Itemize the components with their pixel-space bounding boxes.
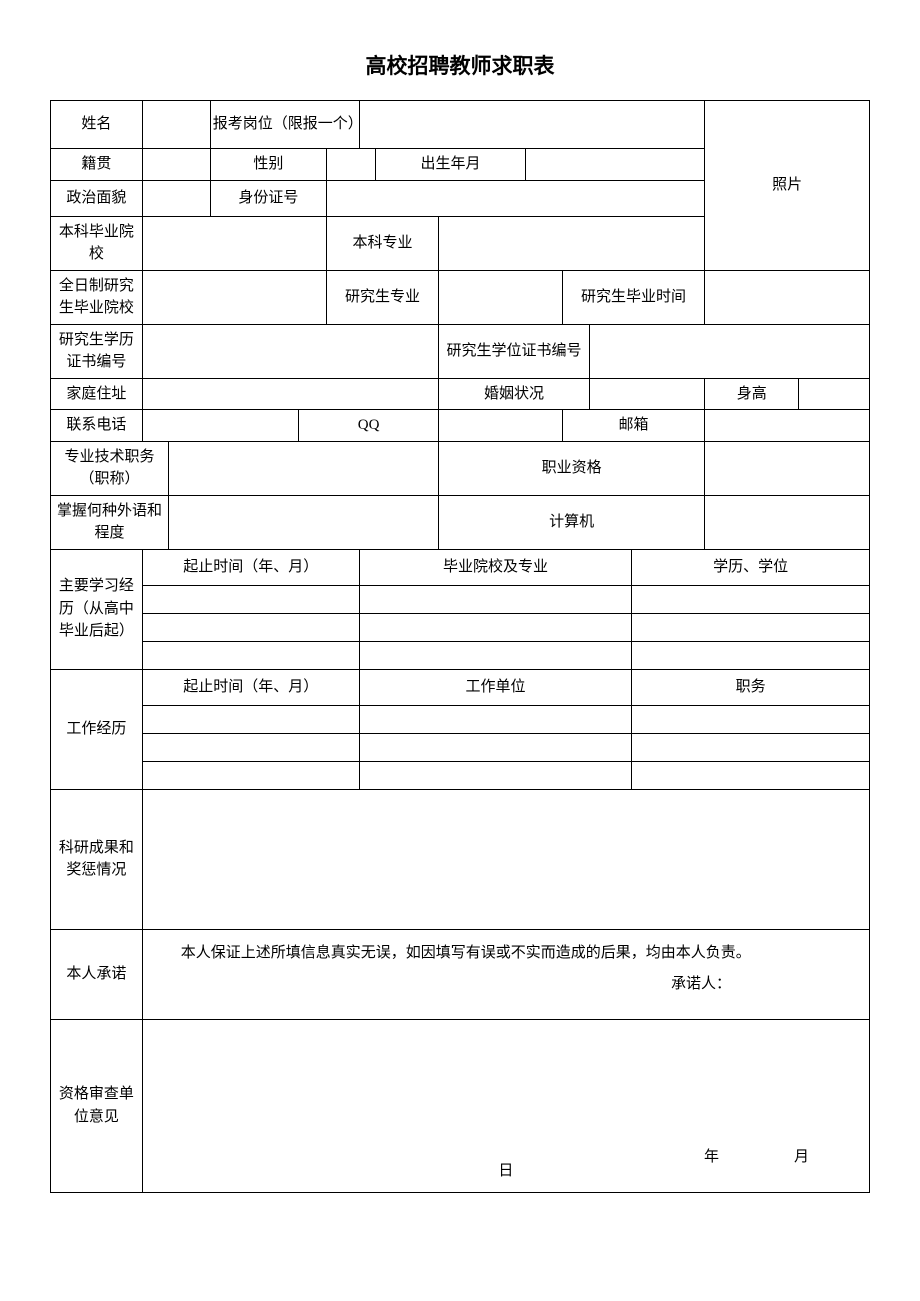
edu-row-2-school[interactable] [359,641,632,669]
work-row-2-period[interactable] [142,761,359,789]
label-work-position: 职务 [632,669,870,705]
value-foreign-lang[interactable] [168,495,438,549]
label-qq: QQ [299,410,439,442]
label-grad-major: 研究生专业 [326,270,438,324]
label-gender: 性别 [210,149,326,181]
label-prof-title: 专业技术职务（职称） [51,441,169,495]
label-review-opinion: 资格审查单位意见 [51,1019,143,1193]
work-row-0-period[interactable] [142,705,359,733]
label-vocational-qual: 职业资格 [439,441,705,495]
label-home-address: 家庭住址 [51,378,143,410]
review-content[interactable]: 年 月 日 [142,1019,869,1193]
date-month-label: 月 [794,1146,809,1169]
value-grad-time[interactable] [705,270,870,324]
label-edu-history: 主要学习经历（从高中毕业后起） [51,549,143,669]
value-computer[interactable] [705,495,870,549]
label-height: 身高 [705,378,799,410]
value-bachelor-major[interactable] [439,216,705,270]
label-position: 报考岗位（限报一个） [210,101,359,149]
edu-row-0-school[interactable] [359,585,632,613]
date-day-label: 日 [498,1163,513,1179]
value-bachelor-school[interactable] [142,216,326,270]
value-email[interactable] [705,410,870,442]
label-phone: 联系电话 [51,410,143,442]
work-row-0-unit[interactable] [359,705,632,733]
label-work-history: 工作经历 [51,669,143,789]
value-grad-school[interactable] [142,270,326,324]
edu-row-2-degree[interactable] [632,641,870,669]
work-row-2-position[interactable] [632,761,870,789]
edu-row-0-period[interactable] [142,585,359,613]
commitment-sign-label: 承诺人： [151,973,861,996]
work-row-1-period[interactable] [142,733,359,761]
label-id-number: 身份证号 [210,180,326,216]
label-computer: 计算机 [439,495,705,549]
label-marital-status: 婚姻状况 [439,378,590,410]
value-height[interactable] [799,378,870,410]
value-grad-major[interactable] [439,270,563,324]
value-position[interactable] [359,101,705,149]
value-phone[interactable] [142,410,298,442]
label-research-awards: 科研成果和奖惩情况 [51,789,143,929]
commitment-text: 本人保证上述所填信息真实无误，如因填写有误或不实而造成的后果，均由本人负责。 [151,940,861,967]
value-gender[interactable] [326,149,375,181]
value-research-awards[interactable] [142,789,869,929]
edu-row-2-period[interactable] [142,641,359,669]
commitment-content: 本人保证上述所填信息真实无误，如因填写有误或不实而造成的后果，均由本人负责。 承… [142,929,869,1019]
value-vocational-qual[interactable] [705,441,870,495]
label-edu-school-major: 毕业院校及专业 [359,549,632,585]
label-bachelor-school: 本科毕业院校 [51,216,143,270]
label-edu-period: 起止时间（年、月） [142,549,359,585]
value-marital-status[interactable] [589,378,704,410]
value-prof-title[interactable] [168,441,438,495]
label-work-period: 起止时间（年、月） [142,669,359,705]
date-year-label: 年 [704,1146,719,1169]
label-email: 邮箱 [562,410,704,442]
label-edu-degree: 学历、学位 [632,549,870,585]
edu-row-1-school[interactable] [359,613,632,641]
value-qq[interactable] [439,410,563,442]
value-name[interactable] [142,101,210,149]
work-row-0-position[interactable] [632,705,870,733]
value-native-place[interactable] [142,149,210,181]
edu-row-1-degree[interactable] [632,613,870,641]
label-political-status: 政治面貌 [51,180,143,216]
value-id-number[interactable] [326,180,704,216]
work-row-1-unit[interactable] [359,733,632,761]
edu-row-1-period[interactable] [142,613,359,641]
label-work-unit: 工作单位 [359,669,632,705]
label-birth-date: 出生年月 [376,149,526,181]
photo-cell: 照片 [705,101,870,271]
value-grad-degree-no[interactable] [589,324,869,378]
label-bachelor-major: 本科专业 [326,216,438,270]
value-home-address[interactable] [142,378,438,410]
label-commitment: 本人承诺 [51,929,143,1019]
value-birth-date[interactable] [525,149,704,181]
value-grad-cert-no[interactable] [142,324,438,378]
label-grad-degree-no: 研究生学位证书编号 [439,324,590,378]
work-row-2-unit[interactable] [359,761,632,789]
label-native-place: 籍贯 [51,149,143,181]
application-form-table: 姓名 报考岗位（限报一个） 照片 籍贯 性别 出生年月 政治面貌 身份证号 本科… [50,100,870,1193]
value-political-status[interactable] [142,180,210,216]
label-grad-time: 研究生毕业时间 [562,270,704,324]
form-title: 高校招聘教师求职表 [50,50,870,80]
label-grad-school: 全日制研究生毕业院校 [51,270,143,324]
edu-row-0-degree[interactable] [632,585,870,613]
label-name: 姓名 [51,101,143,149]
work-row-1-position[interactable] [632,733,870,761]
label-grad-cert-no: 研究生学历证书编号 [51,324,143,378]
label-foreign-lang: 掌握何种外语和程度 [51,495,169,549]
